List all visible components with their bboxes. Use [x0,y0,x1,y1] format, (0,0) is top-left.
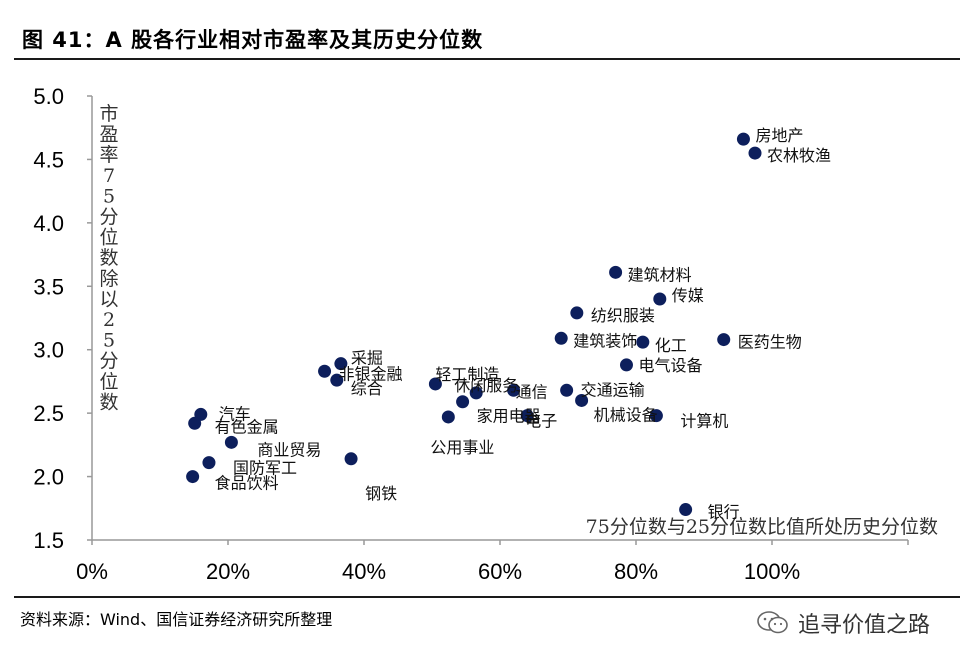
x-tick-label: 0% [76,559,108,584]
scatter-point [609,265,623,279]
scatter-point [441,410,455,424]
scatter-point [334,357,348,371]
source-divider [14,596,960,598]
wechat-icon [757,611,788,634]
point-label: 公用事业 [430,438,494,457]
point-label: 国防军工 [233,459,297,478]
x-tick-label: 20% [206,559,250,584]
point-label: 电子 [525,412,557,431]
point-label: 食品饮料 [215,474,279,493]
scatter-point [520,409,534,423]
scatter-point [560,383,574,397]
x-tick-label: 40% [342,559,386,584]
point-label: 综合 [351,379,383,398]
point-label: 休闲服务 [454,376,518,395]
source-note: 资料来源：Wind、国信证券经济研究所整理 [20,610,333,629]
y-tick-label: 4.0 [33,211,64,236]
watermark: 追寻价值之路 [756,608,930,638]
point-label: 电气设备 [638,356,702,375]
page-title: 图 41：A 股各行业相对市盈率及其历史分位数 [22,28,484,52]
chart-axes: 1.5 2.0 2.5 3.0 3.5 4.0 4.5 5.0 0% 20% 40% 60% 80% 10… [33,84,938,584]
scatter-point [318,364,332,378]
point-label: 房地产 [755,126,803,145]
scatter-point [649,409,663,423]
y-tick-label: 1.5 [33,528,64,553]
scatter-point [469,386,483,400]
scatter-point [679,503,693,517]
scatter-point [188,416,202,430]
point-label: 建筑材料 [628,265,692,284]
scatter-point [619,358,633,372]
point-label: 通信 [516,382,548,401]
y-tick-label: 3.5 [33,274,64,299]
point-label: 纺织服装 [591,306,655,325]
scatter-point [224,435,238,449]
scatter-point [736,132,750,146]
y-tick-label: 3.0 [33,338,64,363]
x-tick-label: 60% [478,559,522,584]
scatter-point [507,383,521,397]
scatter-point [202,456,216,470]
point-label: 建筑装饰 [573,331,637,350]
y-tick-label: 5.0 [33,84,64,109]
point-label: 医药生物 [738,333,802,352]
title-bar: 图 41：A 股各行业相对市盈率及其历史分位数 [14,14,960,60]
point-label: 钢铁 [365,484,397,503]
x-axis-label: 75分位数与25分位数比值所处历史分位数 [586,516,938,538]
point-label: 商业贸易 [257,440,321,459]
watermark-text: 追寻价值之路 [798,613,931,638]
point-label: 传媒 [672,286,704,305]
scatter-point [653,292,667,306]
chart-marks [186,132,762,517]
scatter-point [428,377,442,391]
scatter-point [186,470,200,484]
point-label: 交通运输 [581,380,645,399]
point-label: 非银金融 [339,364,403,383]
point-label: 机械设备 [594,405,658,424]
scatter-point [748,146,762,160]
scatter-point [636,335,650,349]
point-label: 轻工制造 [435,365,499,384]
y-axis-label: 市盈率 7 5 分位数除以 2 5 分位数 [99,103,118,413]
scatter-point [554,331,568,345]
point-label: 采掘 [351,349,383,368]
scatter-point [330,373,344,387]
x-tick-label: 80% [614,559,658,584]
point-label: 银行 [708,503,740,522]
y-tick-label: 2.0 [33,465,64,490]
scatter-point [717,333,731,347]
y-tick-label: 2.5 [33,401,64,426]
point-label: 化工 [655,336,687,355]
scatter-point [570,306,584,320]
point-label: 家用电器 [477,407,541,426]
point-label: 计算机 [680,412,728,431]
point-label: 有色金属 [215,417,279,436]
scatter-chart: 1.5 2.0 2.5 3.0 3.5 4.0 4.5 5.0 0% 20% 40% 60% 80% 10… [33,84,938,584]
point-label: 农林牧渔 [767,146,831,165]
point-label: 汽车 [219,404,251,423]
x-tick-label: 100% [744,559,800,584]
scatter-point [575,393,589,407]
y-tick-label: 4.5 [33,147,64,172]
scatter-point [456,395,470,409]
scatter-point [344,452,358,466]
